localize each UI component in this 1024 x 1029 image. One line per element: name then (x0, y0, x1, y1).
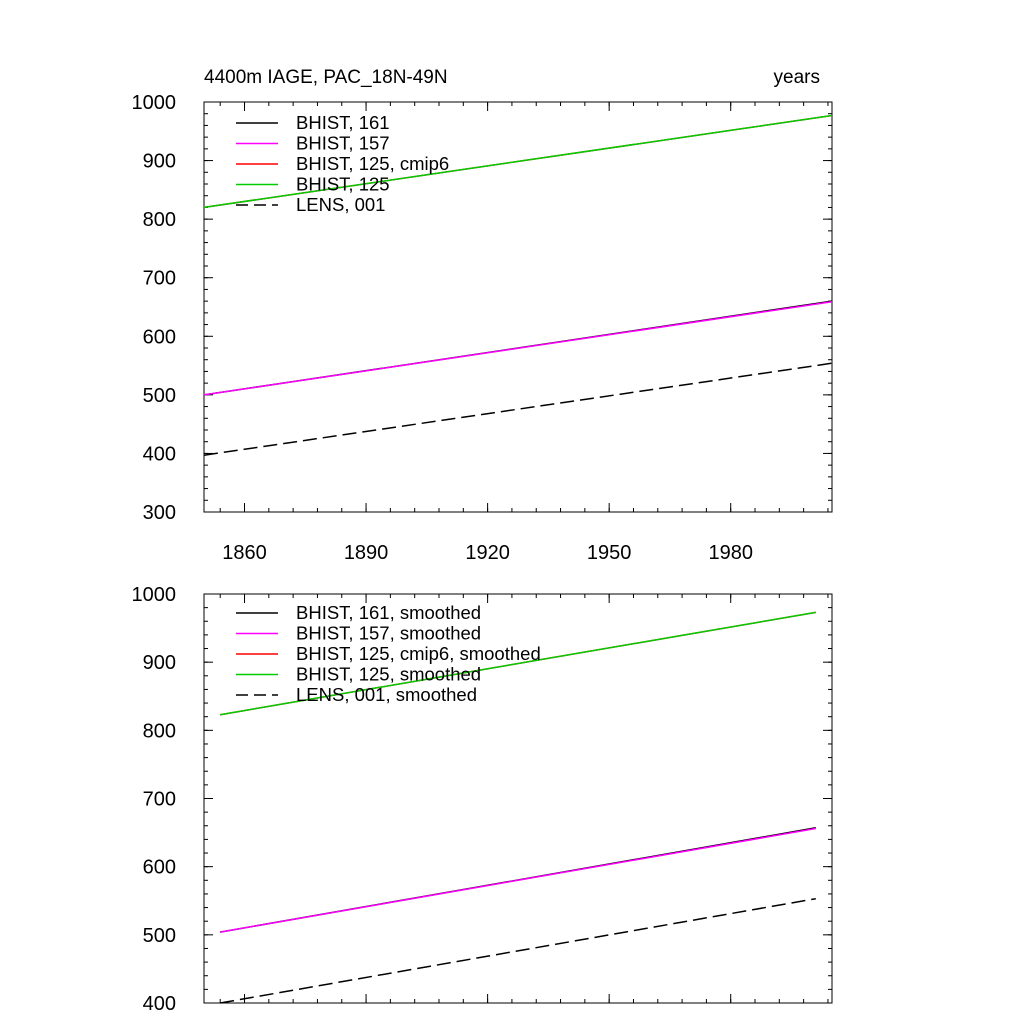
legend-label-1: BHIST, 161 (296, 112, 390, 133)
y-tick-label: 300 (143, 502, 176, 524)
y-tick-label: 600 (143, 857, 176, 879)
series-line-5 (220, 897, 816, 1004)
y-tick-label: 700 (143, 789, 176, 811)
chart-panel-1: 300 400 500 600 700 800 900 1000 1860 1890 1920 195… (132, 67, 833, 564)
legend-label-4: BHIST, 125 (296, 174, 390, 195)
legend-label-3: BHIST, 125, cmip6 (296, 153, 449, 174)
x-tick-label: 1950 (587, 542, 632, 564)
legend-label-5: LENS, 001 (296, 194, 385, 215)
y-tick-label: 1000 (132, 92, 177, 114)
y-tick-label: 800 (143, 720, 176, 742)
plot-frame (203, 101, 833, 513)
y-tick-label: 700 (143, 268, 176, 290)
y-tick-label: 500 (143, 385, 176, 407)
y-tick-label: 800 (143, 209, 176, 231)
y-tick-label: 600 (143, 326, 176, 348)
y-tick-label: 400 (143, 443, 176, 465)
legend-label-4: BHIST, 125, smoothed (296, 664, 481, 685)
y-tick-label: 1000 (132, 584, 177, 606)
legend-label-2: BHIST, 157, smoothed (296, 623, 481, 644)
series-line-5 (203, 362, 833, 456)
y-tick-label: 900 (143, 652, 176, 674)
legend-label-3: BHIST, 125, cmip6, smoothed (296, 643, 541, 664)
y-tick-label: 400 (143, 993, 176, 1015)
x-tick-label: 1890 (344, 542, 389, 564)
legend-label-1: BHIST, 161, smoothed (296, 602, 481, 623)
x-tick-label: 1860 (222, 542, 267, 564)
x-tick-label: 1920 (465, 542, 510, 564)
x-tick-label: 1980 (708, 542, 753, 564)
y-tick-label: 500 (143, 925, 176, 947)
series-line-4 (220, 611, 816, 716)
legend-label-5: LENS, 001, smoothed (296, 684, 477, 705)
chart-title: 4400m IAGE, PAC_18N-49N (204, 67, 448, 88)
series-line-4 (203, 114, 833, 209)
y-tick-label: 900 (143, 151, 176, 173)
legend-label-2: BHIST, 157 (296, 133, 390, 154)
series-line-2 (203, 300, 833, 396)
series-line-2 (220, 827, 816, 933)
chart-panel-2: 400 500 600 700 800 900 1000 BHIST, 161, smooth… (132, 584, 833, 1015)
chart-title-right: years (774, 67, 820, 88)
